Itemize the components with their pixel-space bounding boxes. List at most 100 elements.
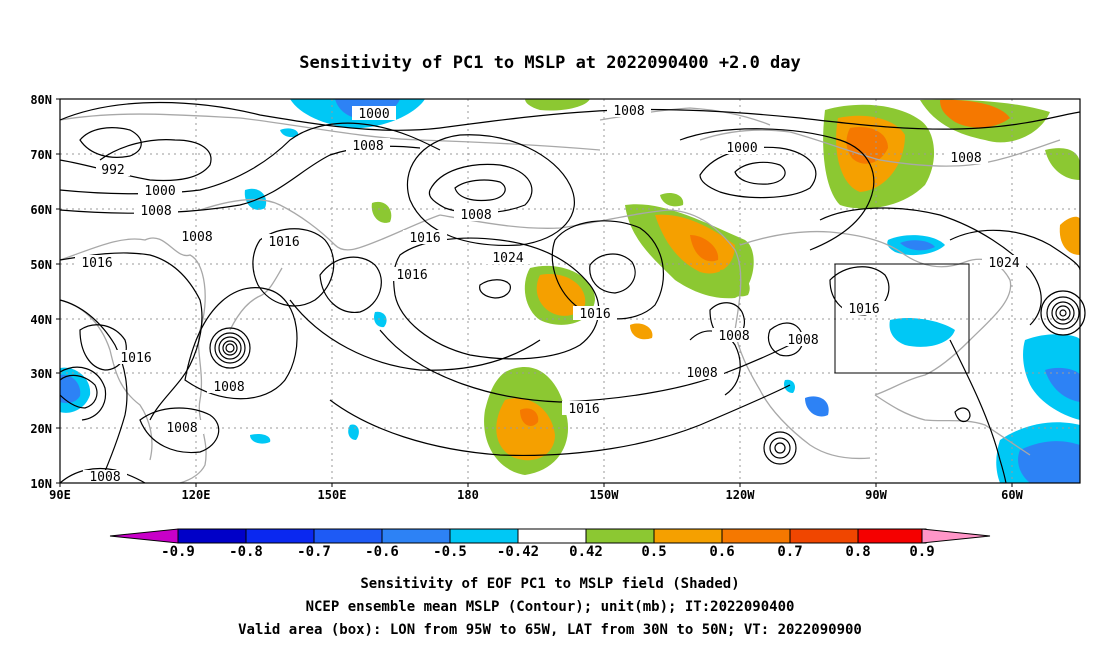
svg-text:1024: 1024	[988, 256, 1019, 271]
shade-pos-4-peak	[846, 126, 888, 164]
coast-china	[59, 299, 153, 461]
svg-text:1016: 1016	[81, 256, 112, 271]
contour-label: 1008	[607, 103, 651, 119]
colorbar: -0.9 -0.8 -0.7 -0.6 -0.5 -0.42 0.42 0.5 …	[109, 528, 991, 560]
contour-1016-loop2	[319, 256, 382, 313]
svg-text:1016: 1016	[579, 307, 610, 322]
colorbar-label: 0.7	[777, 544, 802, 560]
caption-line-2: NCEP ensemble mean MSLP (Contour); unit(…	[306, 599, 795, 615]
colorbar-cell	[517, 528, 587, 544]
colorbar-cell	[313, 528, 383, 544]
colorbar-cell	[585, 528, 655, 544]
contour-typhoon-2	[214, 332, 246, 364]
lon-label: 120E	[182, 488, 211, 502]
contour-label: 1008	[781, 332, 825, 348]
sensitivity-shading	[60, 99, 1080, 483]
shade-pos-7	[1059, 216, 1080, 255]
lat-label: 40N	[30, 313, 52, 327]
shade-neg-12	[250, 433, 271, 444]
contour-label: 1008	[134, 203, 178, 219]
contour-label: 1008	[712, 328, 756, 344]
shade-neg-10	[280, 128, 299, 138]
contour-1016-south-atl	[949, 339, 1007, 484]
contour-1024-high	[551, 220, 664, 320]
contour-984-low	[79, 127, 142, 158]
shade-neg-8	[805, 396, 829, 417]
contour-taiwan-low	[59, 374, 98, 409]
svg-text:1008: 1008	[89, 470, 120, 485]
colorbar-label: 0.8	[845, 544, 870, 560]
caption-line-3: Valid area (box): LON from 95W to 65W, L…	[238, 622, 862, 638]
contour-1016-loop3	[829, 266, 890, 316]
svg-text:1016: 1016	[396, 268, 427, 283]
contour-label: 1000	[720, 140, 764, 156]
colorbar-cell	[177, 528, 247, 544]
svg-text:1008: 1008	[787, 333, 818, 348]
contour-small-loop	[954, 407, 971, 423]
contour-1008-typhoon	[184, 287, 298, 400]
caption-line-1: Sensitivity of EOF PC1 to MSLP field (Sh…	[360, 576, 739, 592]
lat-label: 50N	[30, 258, 52, 272]
shade-pos-6	[1045, 148, 1080, 180]
shade-neg-11	[348, 424, 359, 440]
contour-1008-us	[767, 322, 804, 357]
shade-pos-1-peak	[520, 408, 539, 426]
contour-typhoon-3	[218, 336, 242, 360]
colorbar-label: 0.5	[641, 544, 666, 560]
coast-kamchatka	[199, 198, 441, 251]
colorbar-label: -0.7	[297, 544, 331, 560]
colorbar-cell	[857, 528, 927, 544]
lat-label: 10N	[30, 477, 52, 491]
contour-typhoon-4	[222, 340, 238, 356]
contour-label: 1000	[352, 106, 396, 122]
shade-neg-3-core	[1018, 441, 1080, 483]
lon-label: 120W	[726, 488, 756, 502]
svg-text:1016: 1016	[848, 302, 879, 317]
contour-hurricane-1	[1040, 290, 1086, 336]
shade-pos-3-peak	[690, 235, 719, 262]
shade-pos-12	[660, 193, 684, 207]
coast-caribbean	[874, 394, 1031, 456]
colorbar-label: 0.6	[709, 544, 734, 560]
tick-marks	[56, 98, 1013, 487]
svg-text:1008: 1008	[213, 380, 244, 395]
coast-arctic	[59, 113, 601, 151]
colorbar-low-triangle	[109, 528, 179, 544]
svg-text:1016: 1016	[568, 402, 599, 417]
contour-1016-kam	[252, 228, 335, 307]
contour-label: 1016	[390, 267, 434, 283]
contour-label: 1000	[138, 183, 182, 199]
contour-1008-east	[679, 128, 875, 251]
contour-1008-mexico	[689, 330, 741, 396]
svg-text:1008: 1008	[140, 204, 171, 219]
svg-text:1008: 1008	[613, 104, 644, 119]
contour-label: 1008	[83, 470, 127, 485]
lat-labels: 80N 70N 60N 50N 40N 30N 20N 10N	[30, 93, 52, 491]
contour-1016-south	[329, 384, 791, 456]
shade-pos-2-core	[536, 274, 586, 316]
contour-label: 1008	[207, 379, 251, 395]
shade-pos-8	[720, 269, 750, 297]
contour-taiwan-low2	[59, 366, 107, 421]
lat-label: 30N	[30, 367, 52, 381]
contour-label: 1008	[454, 207, 498, 223]
svg-text:1008: 1008	[718, 329, 749, 344]
contour-992-east	[734, 161, 786, 185]
contour-label: 1016	[262, 234, 306, 250]
contour-low-pacific-2	[769, 437, 791, 459]
contour-label: 1024	[982, 255, 1026, 271]
contour-hurricane-5	[1059, 309, 1067, 317]
lon-label: 180	[457, 488, 479, 502]
contour-label: 1016	[573, 306, 617, 322]
contour-label: 1016	[562, 401, 606, 417]
contour-typhoon-1	[209, 327, 251, 369]
contour-hurricane-3	[1051, 301, 1075, 325]
shade-neg-13	[783, 379, 796, 393]
contour-labels: 1000 1008 992 1000 1008 1008 1016 1016 1…	[75, 103, 1026, 485]
plot-title: Sensitivity of PC1 to MSLP at 2022090400…	[299, 53, 801, 73]
contour-1024	[393, 237, 600, 360]
contour-label: 1016	[75, 255, 119, 271]
contour-1024-small	[479, 279, 511, 299]
svg-text:1024: 1024	[492, 251, 523, 266]
contour-low-pacific-3	[774, 442, 786, 454]
